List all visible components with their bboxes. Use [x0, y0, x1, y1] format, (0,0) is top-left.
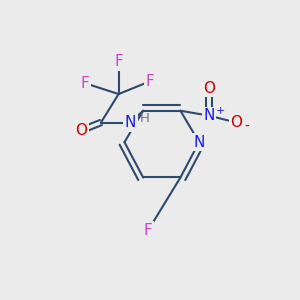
Text: O: O [203, 81, 215, 96]
Text: N: N [194, 135, 205, 150]
Text: N: N [125, 115, 136, 130]
Text: F: F [146, 74, 154, 89]
Text: N: N [203, 108, 214, 123]
Text: O: O [75, 123, 87, 138]
Text: F: F [81, 76, 90, 91]
Text: O: O [230, 115, 242, 130]
Text: F: F [114, 54, 123, 69]
Text: -: - [245, 119, 250, 134]
Text: F: F [144, 223, 152, 238]
Text: H: H [140, 112, 150, 125]
Text: +: + [216, 106, 225, 116]
